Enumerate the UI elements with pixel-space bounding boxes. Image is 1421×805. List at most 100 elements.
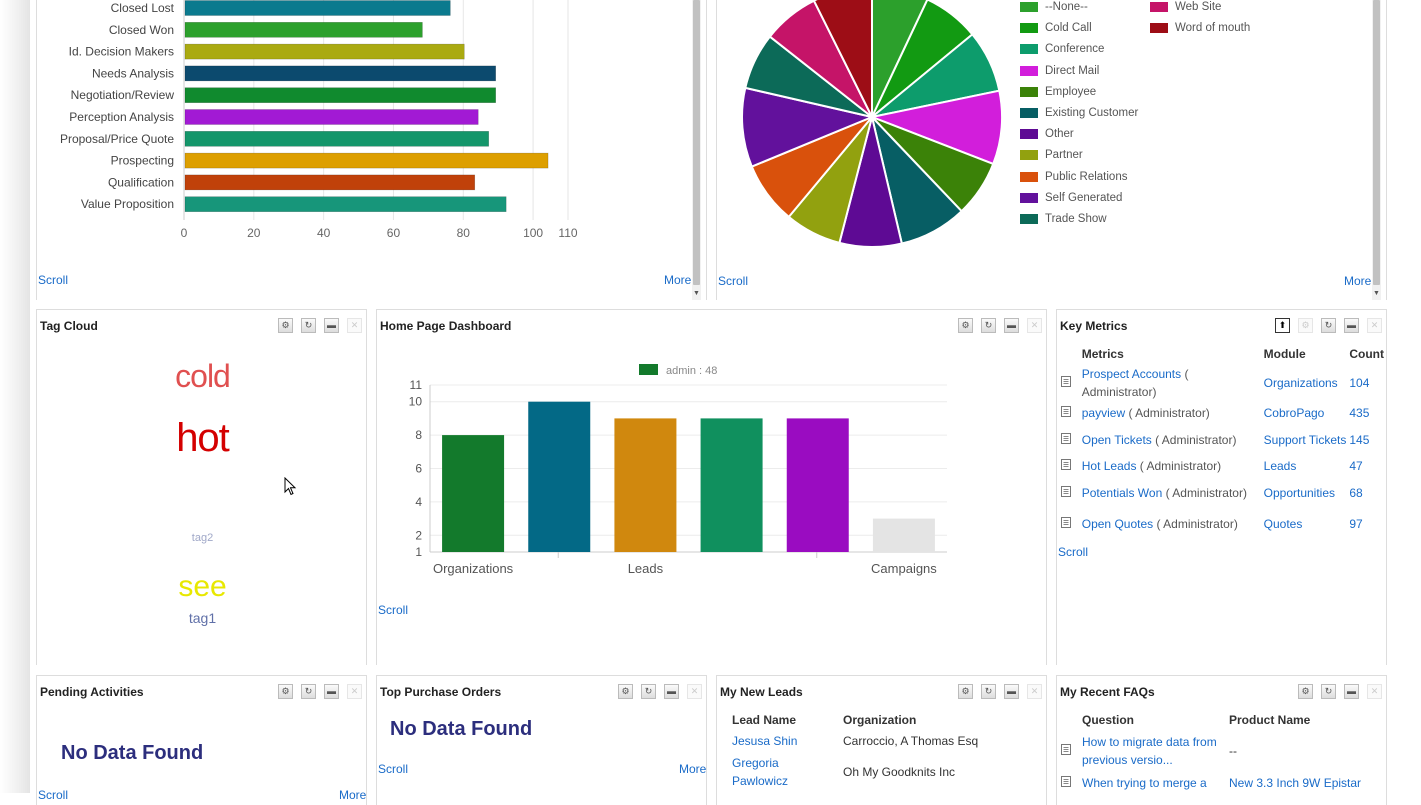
- faq-question-link[interactable]: How to migrate data from previous versio…: [1082, 735, 1217, 767]
- minimize-icon[interactable]: ▬: [1004, 684, 1019, 699]
- y-category-label: Closed Lost: [111, 1, 175, 15]
- legend-label: Partner: [1045, 149, 1083, 162]
- tag-hot[interactable]: hot: [176, 416, 230, 460]
- metric-name-link[interactable]: Open Tickets: [1081, 432, 1152, 447]
- minimize-icon[interactable]: ▬: [1344, 318, 1359, 333]
- table-row: When trying to merge a New 3.3 Inch 9W E…: [1059, 772, 1385, 794]
- lead-organization: Carroccio, A Thomas Esq: [843, 734, 979, 748]
- metric-count-link[interactable]: 68: [1349, 485, 1363, 500]
- minimize-icon[interactable]: ▬: [324, 684, 339, 699]
- scroll-link[interactable]: Scroll: [1058, 545, 1089, 559]
- settings-icon[interactable]: ⚙: [958, 684, 973, 699]
- legend-item: Employee: [1020, 86, 1096, 98]
- metric-name-link[interactable]: Potentials Won: [1081, 485, 1163, 500]
- panel-toolbar: ⬆ ⚙ ↻ ▬ ✕: [1275, 318, 1382, 333]
- metric-module-link[interactable]: Organizations: [1263, 376, 1338, 390]
- minimize-icon[interactable]: ▬: [324, 318, 339, 333]
- count-header: Count: [1349, 347, 1384, 361]
- refresh-icon[interactable]: ↻: [1321, 318, 1336, 333]
- close-icon[interactable]: ✕: [347, 318, 362, 333]
- metric-name-link[interactable]: Open Quotes: [1081, 516, 1154, 531]
- scroll-link[interactable]: Scroll: [38, 788, 69, 802]
- legend-swatch: [639, 364, 658, 375]
- scroll-down-arrow-icon[interactable]: ▼: [693, 290, 700, 297]
- refresh-icon[interactable]: ↻: [981, 318, 996, 333]
- tag-see[interactable]: see: [178, 570, 227, 603]
- metric-count-link[interactable]: 47: [1349, 459, 1363, 473]
- legend-item: Word of mouth: [1150, 22, 1250, 34]
- settings-icon[interactable]: ⚙: [1298, 684, 1313, 699]
- minimize-icon[interactable]: ▬: [1344, 684, 1359, 699]
- metric-count-link[interactable]: 145: [1349, 432, 1370, 447]
- home-dashboard-chart: admin : 48 1 2 4 6 8 10 11 Organizations Leads Cam…: [409, 364, 947, 576]
- settings-icon[interactable]: ⚙: [1298, 318, 1313, 333]
- scroll-link[interactable]: Scroll: [718, 274, 749, 288]
- panel-title: My Recent FAQs: [1060, 685, 1155, 699]
- close-icon[interactable]: ✕: [1367, 318, 1382, 333]
- legend-label: Other: [1045, 128, 1074, 141]
- minimize-icon[interactable]: ▬: [664, 684, 679, 699]
- close-icon[interactable]: ✕: [347, 684, 362, 699]
- pie-slice: [812, 0, 873, 118]
- panel-title: Pending Activities: [40, 685, 144, 699]
- metric-module-link[interactable]: Opportunities: [1263, 485, 1336, 500]
- settings-icon[interactable]: ⚙: [278, 684, 293, 699]
- refresh-icon[interactable]: ↻: [641, 684, 656, 699]
- home-dashboard-panel: Home Page Dashboard ⚙ ↻ ▬ ✕ admin : 48 1 2…: [376, 309, 1047, 665]
- more-link[interactable]: More: [339, 788, 367, 802]
- metric-name-link[interactable]: payview: [1081, 406, 1126, 420]
- refresh-icon[interactable]: ↻: [301, 318, 316, 333]
- metric-module-link[interactable]: CobroPago: [1263, 406, 1325, 420]
- settings-icon[interactable]: ⚙: [278, 318, 293, 333]
- refresh-icon[interactable]: ↻: [301, 684, 316, 699]
- metric-module-link[interactable]: Leads: [1263, 459, 1297, 473]
- close-icon[interactable]: ✕: [687, 684, 702, 699]
- scroll-link[interactable]: Scroll: [378, 603, 409, 617]
- settings-icon[interactable]: ⚙: [618, 684, 633, 699]
- metric-owner: ( Administrator): [1156, 516, 1238, 531]
- scroll-link[interactable]: Scroll: [38, 273, 69, 287]
- legend-item: Cold Call: [1020, 22, 1092, 34]
- bar: [700, 418, 763, 552]
- vertical-scrollbar[interactable]: ▼: [692, 0, 701, 300]
- sales-stage-panel: 0 20 40 60 80 100 110 Closed Lost Closed Won Id. …: [36, 0, 707, 300]
- scroll-link[interactable]: Scroll: [378, 762, 409, 776]
- table-row: How to migrate data from previous versio…: [1059, 730, 1385, 772]
- module-header: Module: [1263, 347, 1306, 361]
- no-data-message: No Data Found: [61, 742, 204, 764]
- more-link[interactable]: More: [679, 762, 707, 776]
- tag-tag2[interactable]: tag2: [191, 532, 214, 544]
- refresh-icon[interactable]: ↻: [1321, 684, 1336, 699]
- table-row: Open Quotes ( Administrator) Quotes 97: [1059, 508, 1385, 539]
- metric-count-link[interactable]: 97: [1349, 516, 1363, 531]
- tag-tag1[interactable]: tag1: [188, 610, 217, 626]
- legend-label: Web Site: [1175, 1, 1222, 13]
- refresh-icon[interactable]: ↻: [981, 684, 996, 699]
- more-link[interactable]: More: [1344, 274, 1372, 288]
- scrollbar-thumb[interactable]: [1373, 0, 1380, 285]
- maximize-icon[interactable]: ⬆: [1275, 318, 1290, 333]
- y-tick-label: 2: [415, 528, 422, 542]
- metric-module-link[interactable]: Support Tickets: [1263, 432, 1347, 447]
- close-icon[interactable]: ✕: [1027, 684, 1042, 699]
- faq-question-link[interactable]: When trying to merge a: [1082, 776, 1207, 790]
- metric-name-link[interactable]: Hot Leads: [1081, 459, 1137, 473]
- table-row: payview ( Administrator) CobroPago 435: [1059, 402, 1385, 424]
- close-icon[interactable]: ✕: [1027, 318, 1042, 333]
- metric-count-link[interactable]: 435: [1349, 406, 1370, 420]
- faq-product-link[interactable]: New 3.3 Inch 9W Epistar: [1229, 776, 1362, 790]
- scrollbar-thumb[interactable]: [693, 0, 700, 285]
- vertical-scrollbar[interactable]: ▼: [1372, 0, 1381, 300]
- metric-count-link[interactable]: 104: [1349, 376, 1370, 390]
- more-link[interactable]: More: [664, 273, 692, 287]
- metric-name-link[interactable]: Prospect Accounts: [1081, 367, 1182, 381]
- settings-icon[interactable]: ⚙: [958, 318, 973, 333]
- metric-module-link[interactable]: Quotes: [1263, 516, 1303, 531]
- lead-name-link[interactable]: Gregoria Pawlowicz: [732, 756, 789, 788]
- lead-name-header: Lead Name: [732, 713, 797, 727]
- tag-cold[interactable]: cold: [175, 358, 231, 394]
- lead-name-link[interactable]: Jesusa Shin: [732, 734, 798, 748]
- minimize-icon[interactable]: ▬: [1004, 318, 1019, 333]
- close-icon[interactable]: ✕: [1367, 684, 1382, 699]
- scroll-down-arrow-icon[interactable]: ▼: [1373, 290, 1380, 297]
